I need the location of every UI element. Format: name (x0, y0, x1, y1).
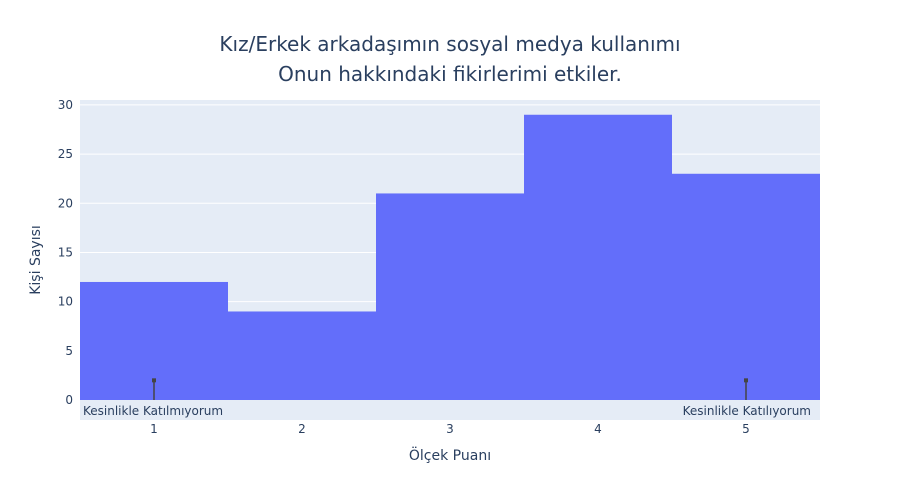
x-tick-label: 1 (150, 422, 158, 436)
y-tick-label: 0 (65, 393, 73, 407)
annotations: Kesinlikle Katılmıyorum Kesinlikle Katılı… (83, 378, 811, 418)
y-tick-label: 20 (58, 196, 73, 210)
bar (376, 193, 524, 400)
x-tick-label: 5 (742, 422, 750, 436)
chart-title-line-1: Kız/Erkek arkadaşımın sosyal medya kulla… (219, 32, 680, 56)
y-tick-label: 25 (58, 147, 73, 161)
x-tick-label: 3 (446, 422, 454, 436)
bar (524, 114, 672, 401)
y-tick-labels: 0 5 10 15 20 25 30 (58, 98, 73, 407)
x-tick-label: 2 (298, 422, 306, 436)
x-tick-label: 4 (594, 422, 602, 436)
y-tick-label: 30 (58, 98, 73, 112)
bars (80, 114, 820, 401)
bar (672, 173, 820, 400)
bar (228, 311, 376, 400)
annotation-label: Kesinlikle Katılmıyorum (83, 404, 223, 418)
y-tick-label: 10 (58, 295, 73, 309)
y-tick-label: 5 (65, 344, 73, 358)
x-tick-labels: 1 2 3 4 5 (150, 422, 750, 436)
y-tick-label: 15 (58, 245, 73, 259)
y-axis-title: Kişi Sayısı (28, 225, 44, 295)
chart-title-line-2: Onun hakkındaki fikirlerimi etkiler. (278, 62, 622, 86)
annotation-label: Kesinlikle Katılıyorum (683, 404, 811, 418)
annotation-marker-head (152, 378, 156, 383)
annotation-marker-head (744, 378, 748, 383)
x-axis-title: Ölçek Puanı (409, 446, 491, 464)
